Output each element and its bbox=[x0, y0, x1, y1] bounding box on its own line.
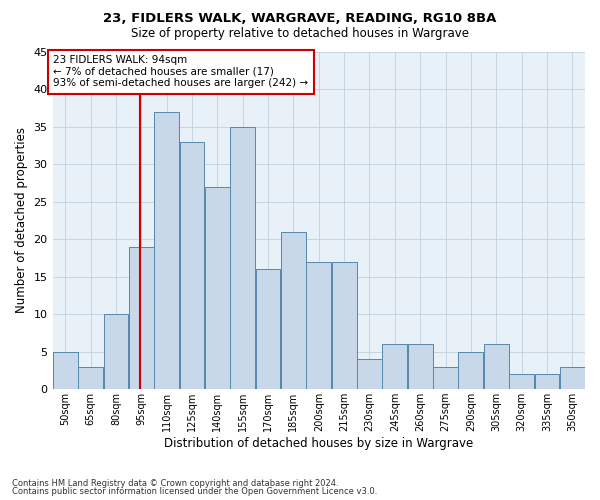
Text: 23 FIDLERS WALK: 94sqm
← 7% of detached houses are smaller (17)
93% of semi-deta: 23 FIDLERS WALK: 94sqm ← 7% of detached … bbox=[53, 56, 308, 88]
Bar bbox=[281, 232, 306, 389]
Bar bbox=[535, 374, 559, 389]
Bar bbox=[205, 186, 230, 389]
Bar bbox=[154, 112, 179, 389]
Bar bbox=[256, 269, 280, 389]
Text: 23, FIDLERS WALK, WARGRAVE, READING, RG10 8BA: 23, FIDLERS WALK, WARGRAVE, READING, RG1… bbox=[103, 12, 497, 26]
Bar bbox=[332, 262, 356, 389]
Bar bbox=[104, 314, 128, 389]
Bar bbox=[458, 352, 484, 389]
Bar bbox=[230, 126, 255, 389]
Bar bbox=[78, 366, 103, 389]
Bar bbox=[179, 142, 205, 389]
Bar bbox=[382, 344, 407, 389]
Bar bbox=[129, 246, 154, 389]
Bar bbox=[307, 262, 331, 389]
Bar bbox=[560, 366, 585, 389]
Text: Contains public sector information licensed under the Open Government Licence v3: Contains public sector information licen… bbox=[12, 487, 377, 496]
Bar bbox=[53, 352, 77, 389]
Bar bbox=[509, 374, 534, 389]
Bar bbox=[408, 344, 433, 389]
Bar bbox=[357, 359, 382, 389]
X-axis label: Distribution of detached houses by size in Wargrave: Distribution of detached houses by size … bbox=[164, 437, 473, 450]
Y-axis label: Number of detached properties: Number of detached properties bbox=[15, 128, 28, 314]
Text: Contains HM Land Registry data © Crown copyright and database right 2024.: Contains HM Land Registry data © Crown c… bbox=[12, 478, 338, 488]
Bar bbox=[484, 344, 509, 389]
Bar bbox=[433, 366, 458, 389]
Text: Size of property relative to detached houses in Wargrave: Size of property relative to detached ho… bbox=[131, 28, 469, 40]
